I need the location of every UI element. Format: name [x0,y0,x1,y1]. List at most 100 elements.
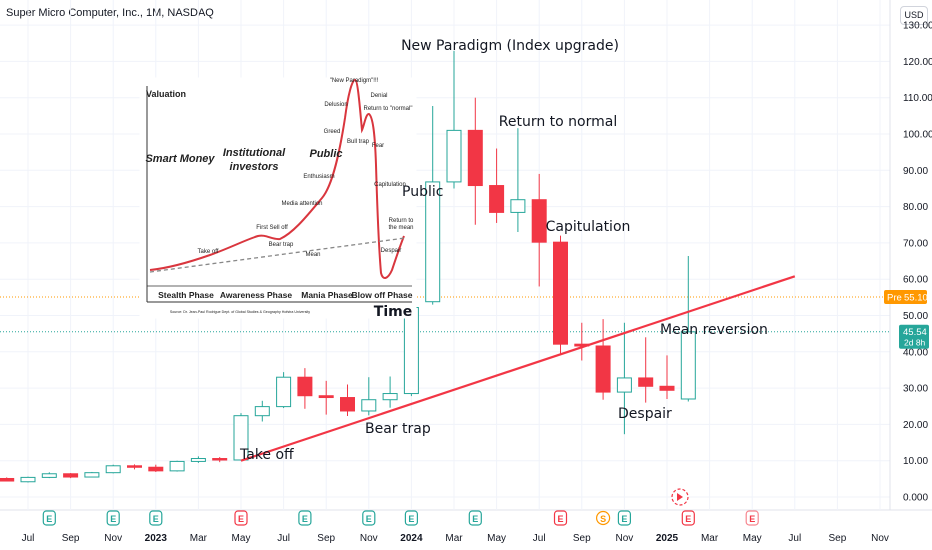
y-tick-label: 40.00 [903,347,928,358]
phase-label-stealth: Stealth Phase [158,290,214,300]
annotation-new-paradigm-index-upgrade: New Paradigm (Index upgrade) [401,38,619,54]
svg-text:E: E [557,514,563,524]
candle-2024-06 [510,128,526,233]
candle-body [297,376,313,397]
candle-body [595,345,611,393]
candle-2023-04 [212,457,228,463]
earnings-event-icon[interactable]: E [106,510,120,526]
stage-first-sell-off: First Sell off [256,225,288,231]
stage-fear: Fear [372,143,384,149]
candle-2024-04 [467,97,483,225]
pre-market-price-badge: Pre 55.10 [884,289,928,304]
x-tick-label: Jul [277,533,290,544]
inset-time-label: Time [374,304,412,320]
earnings-event-icon[interactable]: E [404,510,418,526]
x-tick-label: Jul [22,533,35,544]
public-phase-label: Public [309,148,342,160]
candle-2022-12 [127,464,142,470]
candle-body [318,395,334,399]
x-tick-label: Mar [445,533,463,544]
candle-2022-08 [41,472,57,479]
candle-2024-09 [574,322,590,361]
svg-text:2d 8h: 2d 8h [904,338,926,348]
stage-return-to-normal: Return to "normal" [364,106,413,112]
earnings-event-icon[interactable]: E [468,510,482,526]
earnings-event-icon[interactable]: E [617,510,632,526]
x-tick-label: May [743,533,762,544]
x-tick-label: Jul [788,533,801,544]
earnings-event-icon[interactable]: E [298,510,312,526]
x-tick-label: Nov [104,533,122,544]
svg-text:E: E [366,514,372,524]
candle-2023-12 [382,376,398,408]
chart-title: Super Micro Computer, Inc., 1M, NASDAQ [6,7,214,19]
split-event-icon[interactable]: S [595,510,611,526]
stage-bull-trap: Bull trap [347,139,370,145]
candle-2023-06 [254,400,270,422]
earnings-event-icon[interactable]: E [234,510,248,526]
stage-greed: Greed [324,129,341,135]
svg-text:E: E [110,514,116,524]
candle-body [510,199,526,213]
candle-body [190,458,206,462]
y-tick-label: 90.00 [903,166,928,177]
y-tick-label: 130.00 [903,21,932,32]
candle-2023-03 [190,456,206,463]
institutional-investors-label: Institutional investors [223,147,286,173]
y-tick-label: 110.00 [903,93,932,104]
candle-body [531,199,547,243]
svg-text:E: E [408,514,414,524]
x-tick-label: May [487,533,506,544]
stage-enthusiasm: Enthusiasm [303,174,334,180]
svg-text:E: E [46,514,52,524]
y-tick-label: 120.00 [903,57,932,68]
candle-2022-10 [84,471,100,478]
candle-2024-10 [595,319,611,400]
candle-body [489,185,505,213]
stage-take-off: Take off [198,249,219,255]
y-tick-label: 60.00 [903,275,928,286]
candle-2023-01 [148,464,164,472]
candle-body [148,466,164,472]
x-tick-label: Nov [616,533,634,544]
candle-body [254,406,270,417]
candle-body [553,241,568,345]
earnings-event-icon[interactable]: E [681,510,695,526]
x-tick-label: Nov [871,533,889,544]
x-tick-label: May [232,533,251,544]
annotation-capitulation: Capitulation [546,219,631,235]
x-tick-label: Sep [62,533,80,544]
stage-new-paradigm: "New Paradigm"!!! [330,78,379,84]
candle-body [403,307,419,395]
x-tick-label: Mar [190,533,208,544]
candle-body [425,181,441,303]
inset-source: Source: Dr. Jean-Paul Rodrigue Dept. of … [170,310,310,314]
earnings-event-icon[interactable]: E [149,510,163,526]
smart-money-label: Smart Money [145,153,215,165]
bubble-diagram-inset: Valuation Stealth Phase Awareness Phase … [139,77,417,319]
earnings-event-icon[interactable]: E [362,510,376,526]
candle-2023-11 [361,377,377,416]
earnings-event-icon[interactable]: E [745,510,759,526]
annotation-public: Public [402,184,443,200]
stage-bear-trap: Bear trap [269,242,294,248]
svg-text:S: S [600,514,606,524]
x-tick-label: Mar [701,533,719,544]
replay-icon[interactable] [671,488,689,506]
stage-delusion: Delusion [324,102,347,108]
candle-body [638,377,654,387]
candle-2022-07 [20,476,36,483]
candle-2024-05 [489,148,505,223]
candle-body [616,377,632,393]
earnings-event-icon[interactable]: E [553,510,568,526]
support-trendline[interactable] [240,275,796,462]
candle-2023-07 [276,372,292,409]
candle-2024-11 [616,322,632,435]
currency-button[interactable]: USD [900,6,928,25]
candle-body [169,460,185,472]
svg-text:E: E [238,514,244,524]
earnings-event-icon[interactable]: E [42,510,56,526]
candle-body [0,477,15,482]
